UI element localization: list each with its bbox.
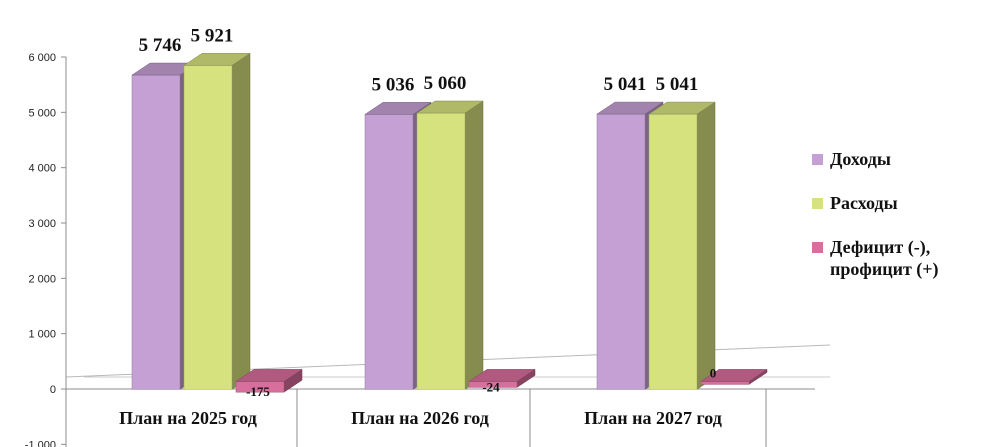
y-tick-label: -1 000 [25,439,56,447]
label-layer: План на 2025 год План на 2026 год План на … [119,25,722,428]
bar [131,74,181,390]
y-tick-label: 2 000 [28,273,56,285]
bar [648,113,698,390]
bar-side [696,101,716,390]
category-label: План на 2027 год [584,408,722,428]
category-label: План на 2026 год [351,408,489,428]
legend-swatch-balance [812,242,823,253]
y-tick-label: 5 000 [28,107,56,119]
y-tick-label: 1 000 [28,329,56,341]
legend-label-balance-line1: Дефицит (-), [830,237,931,257]
legend-swatch-income [812,154,823,165]
legend-label-income: Доходы [830,149,891,169]
bar-top [416,100,484,114]
legend-label-balance-line2: профицит (+) [830,259,939,279]
bar [183,65,233,390]
y-tick-label: 6 000 [28,52,56,64]
data-label: 5 921 [191,25,234,46]
bar-layer [131,52,768,393]
data-label: 5 060 [424,73,467,94]
bar-top [596,101,664,115]
legend-label-expenses: Расходы [830,193,898,213]
legend-item-expenses: Расходы [808,192,983,214]
legend-item-balance: Дефицит (-), профицит (+) [808,236,983,280]
legend-item-income: Доходы [808,148,983,170]
bar [364,114,414,390]
bar-top [235,369,303,382]
legend-swatch-expenses [812,198,823,209]
y-tick-label: 0 [50,384,56,396]
data-label: -24 [482,379,500,394]
bar-side [464,100,484,390]
data-label: 5 746 [139,35,182,56]
bar-top [183,53,251,66]
data-label: 0 [710,365,717,380]
legend: Доходы Расходы Дефицит (-), профицит (+) [808,148,983,302]
bar [700,381,750,385]
bar-top [648,101,716,115]
y-tick-label: 4 000 [28,163,56,175]
data-label: 5 036 [372,74,415,95]
data-label: 5 041 [656,74,699,95]
y-tick-label: 3 000 [28,218,56,230]
bar-top [364,102,432,115]
data-label: 5 041 [604,74,647,95]
bar [416,112,466,390]
bar-top [700,369,768,382]
bar [596,113,646,390]
data-label: -175 [246,384,270,399]
bar-side [231,52,251,390]
bar-top [468,369,536,382]
category-label: План на 2025 год [119,408,257,428]
